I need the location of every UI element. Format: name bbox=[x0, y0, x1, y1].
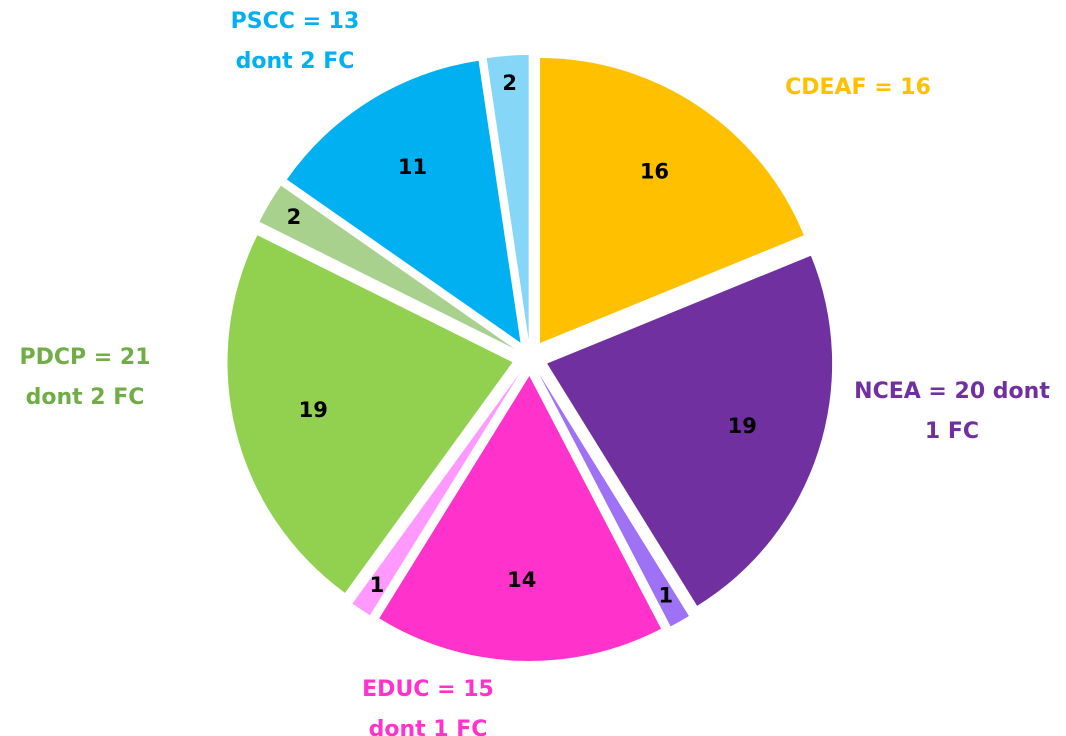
data-label: 2 bbox=[287, 205, 302, 229]
pie-slice bbox=[352, 372, 520, 616]
annotation: 1 FC bbox=[925, 419, 979, 444]
annotation: dont 2 FC bbox=[26, 385, 145, 410]
data-label: 1 bbox=[658, 584, 673, 608]
annotation: NCEA = 20 dont bbox=[854, 379, 1050, 404]
annotation: dont 1 FC bbox=[369, 717, 488, 736]
annotation: PSCC = 13 bbox=[231, 9, 360, 34]
data-label: 19 bbox=[728, 414, 757, 438]
data-label: 19 bbox=[299, 398, 328, 422]
pie-slice bbox=[540, 58, 804, 344]
pie-slice bbox=[379, 375, 662, 661]
data-label: 16 bbox=[640, 160, 669, 184]
pie-slice bbox=[227, 235, 513, 593]
pie-slice bbox=[486, 55, 529, 341]
annotation: CDEAF = 16 bbox=[785, 75, 931, 100]
annotation: EDUC = 15 bbox=[362, 677, 494, 702]
annotation: dont 2 FC bbox=[236, 49, 355, 74]
pie-slice bbox=[547, 255, 833, 606]
data-label: 1 bbox=[370, 573, 385, 597]
pie-slice bbox=[286, 60, 521, 343]
data-label: 11 bbox=[398, 155, 427, 179]
data-label: 2 bbox=[502, 71, 517, 95]
pie-slice bbox=[259, 185, 515, 349]
annotation: PDCP = 21 bbox=[19, 345, 150, 370]
data-label: 14 bbox=[507, 568, 536, 592]
pie-slice bbox=[538, 373, 689, 627]
